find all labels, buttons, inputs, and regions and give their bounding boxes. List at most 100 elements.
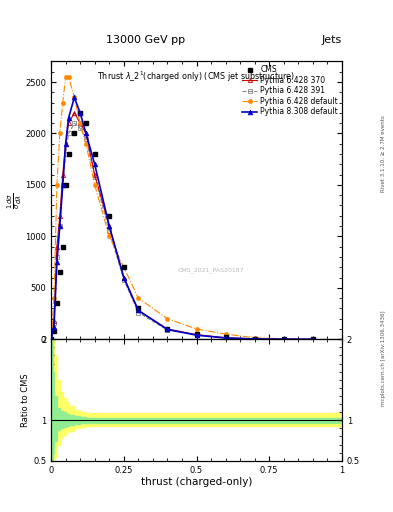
Pythia 8.308 default <box>136 307 141 313</box>
Pythia 6.428 391 <box>310 336 315 343</box>
Pythia 6.428 370 <box>107 223 112 229</box>
Pythia 8.308 default <box>310 336 315 343</box>
Pythia 8.308 default <box>66 115 71 121</box>
Pythia 6.428 default <box>57 131 62 137</box>
Pythia 8.308 default <box>107 223 112 229</box>
CMS <box>66 151 71 157</box>
CMS <box>310 336 315 343</box>
CMS <box>51 328 56 334</box>
Pythia 6.428 370 <box>281 336 286 342</box>
Pythia 6.428 391 <box>51 319 56 326</box>
CMS <box>63 182 68 188</box>
Pythia 8.308 default <box>57 223 62 229</box>
CMS <box>121 264 126 270</box>
Pythia 6.428 370 <box>165 326 170 332</box>
Pythia 6.428 370 <box>49 336 53 343</box>
Pythia 8.308 default <box>51 324 56 330</box>
Pythia 6.428 default <box>61 99 65 105</box>
Pythia 6.428 default <box>121 264 126 270</box>
Pythia 6.428 391 <box>165 327 170 333</box>
CMS <box>49 336 53 343</box>
Pythia 6.428 370 <box>55 244 59 250</box>
Pythia 6.428 391 <box>136 309 141 315</box>
X-axis label: thrust (charged-only): thrust (charged-only) <box>141 477 252 487</box>
Text: mcplots.cern.ch [arXiv:1306.3436]: mcplots.cern.ch [arXiv:1306.3436] <box>381 311 386 406</box>
Pythia 6.428 370 <box>252 336 257 342</box>
Line: Pythia 6.428 370: Pythia 6.428 370 <box>49 111 315 342</box>
Pythia 8.308 default <box>49 336 53 343</box>
Line: Pythia 8.308 default: Pythia 8.308 default <box>49 95 315 342</box>
Pythia 6.428 370 <box>51 317 56 324</box>
CMS <box>107 212 112 219</box>
Pythia 6.428 default <box>310 336 315 343</box>
CMS <box>223 334 228 340</box>
Pythia 8.308 default <box>223 335 228 341</box>
Line: Pythia 6.428 default: Pythia 6.428 default <box>49 75 315 342</box>
Text: Rivet 3.1.10, ≥ 2.7M events: Rivet 3.1.10, ≥ 2.7M events <box>381 115 386 192</box>
Pythia 8.308 default <box>194 332 199 338</box>
Pythia 8.308 default <box>84 131 88 137</box>
Pythia 6.428 391 <box>57 223 62 229</box>
Pythia 6.428 370 <box>223 335 228 341</box>
CMS <box>72 131 77 137</box>
Pythia 8.308 default <box>281 336 286 342</box>
Pythia 8.308 default <box>55 259 59 265</box>
Pythia 6.428 default <box>165 315 170 322</box>
Legend: CMS, Pythia 6.428 370, Pythia 6.428 391, Pythia 6.428 default, Pythia 8.308 defa: CMS, Pythia 6.428 370, Pythia 6.428 391,… <box>241 63 340 118</box>
CMS <box>194 331 199 337</box>
Text: CMS_2021_PAS20187: CMS_2021_PAS20187 <box>178 267 244 273</box>
Pythia 6.428 391 <box>55 254 59 260</box>
Pythia 6.428 391 <box>66 131 71 137</box>
Pythia 6.428 391 <box>252 336 257 342</box>
CMS <box>61 244 65 250</box>
CMS <box>55 300 59 306</box>
Pythia 8.308 default <box>63 141 68 147</box>
Pythia 8.308 default <box>121 274 126 281</box>
Pythia 6.428 370 <box>61 172 65 178</box>
Pythia 8.308 default <box>165 327 170 333</box>
Pythia 6.428 391 <box>223 335 228 341</box>
Pythia 8.308 default <box>92 161 97 167</box>
Pythia 6.428 370 <box>66 120 71 126</box>
Pythia 6.428 default <box>194 326 199 332</box>
Pythia 6.428 default <box>136 295 141 301</box>
Pythia 6.428 default <box>51 295 56 301</box>
Line: Pythia 6.428 391: Pythia 6.428 391 <box>49 121 315 342</box>
Pythia 6.428 default <box>66 74 71 80</box>
Pythia 6.428 default <box>63 74 68 80</box>
Pythia 6.428 default <box>49 336 53 343</box>
Pythia 6.428 391 <box>92 174 97 180</box>
Pythia 8.308 default <box>72 94 77 100</box>
Text: Thrust $\lambda\_2^1$(charged only) (CMS jet substructure): Thrust $\lambda\_2^1$(charged only) (CMS… <box>97 70 296 84</box>
Pythia 8.308 default <box>78 110 83 116</box>
Pythia 6.428 391 <box>63 151 68 157</box>
CMS <box>57 269 62 275</box>
Pythia 6.428 391 <box>78 125 83 132</box>
Pythia 8.308 default <box>252 336 257 342</box>
Pythia 6.428 391 <box>72 120 77 126</box>
Pythia 6.428 391 <box>61 182 65 188</box>
Pythia 6.428 370 <box>72 110 77 116</box>
Pythia 8.308 default <box>61 182 65 188</box>
Pythia 6.428 default <box>84 141 88 147</box>
Pythia 6.428 default <box>72 94 77 100</box>
CMS <box>136 305 141 311</box>
CMS <box>252 336 257 342</box>
Pythia 6.428 370 <box>78 120 83 126</box>
CMS <box>84 120 88 126</box>
Pythia 6.428 default <box>78 120 83 126</box>
Pythia 6.428 391 <box>281 336 286 342</box>
Pythia 6.428 default <box>223 331 228 337</box>
Pythia 6.428 391 <box>121 276 126 283</box>
Pythia 6.428 370 <box>84 131 88 137</box>
Pythia 6.428 default <box>252 335 257 341</box>
CMS <box>92 151 97 157</box>
Pythia 6.428 370 <box>310 336 315 343</box>
CMS <box>78 110 83 116</box>
Pythia 6.428 default <box>55 182 59 188</box>
Pythia 6.428 391 <box>84 136 88 142</box>
Pythia 6.428 391 <box>107 228 112 234</box>
Pythia 6.428 default <box>107 233 112 240</box>
Pythia 6.428 370 <box>121 274 126 281</box>
Pythia 6.428 370 <box>194 332 199 338</box>
